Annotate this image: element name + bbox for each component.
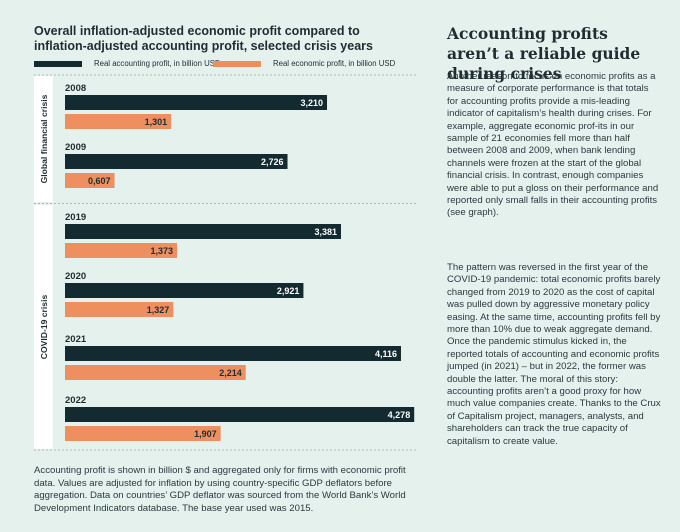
accounting-value-label: 3,381 — [314, 227, 337, 237]
economic-value-label: 1,373 — [151, 246, 174, 256]
legend-item-economic: Real economic profit, in billion USD — [213, 59, 395, 68]
accounting-bar — [65, 224, 341, 239]
economic-value-label: 2,214 — [219, 368, 242, 378]
sidebar-paragraph: The pattern was reversed in the first ye… — [447, 262, 661, 447]
economic-bar — [65, 302, 174, 317]
economic-value-label: 1,327 — [147, 305, 170, 315]
accounting-bar — [65, 407, 415, 422]
accounting-bar — [65, 283, 304, 298]
legend-item-accounting: Real accounting profit, in billion USD — [34, 59, 221, 68]
legend-label-economic: Real economic profit, in billion USD — [273, 59, 396, 68]
group-label: Global financial crisis — [39, 94, 49, 183]
accounting-bar — [65, 346, 401, 361]
category-label: 2020 — [65, 271, 86, 282]
economic-value-label: 1,907 — [194, 429, 217, 439]
economic-bar — [65, 243, 178, 258]
economic-bar — [65, 365, 246, 380]
economic-value-label: 0,607 — [88, 176, 111, 186]
category-label: 2022 — [65, 395, 86, 406]
group-band — [34, 76, 53, 202]
accounting-bar — [65, 95, 328, 110]
category-label: 2008 — [65, 83, 86, 94]
accounting-bar — [65, 154, 288, 169]
economic-bar — [65, 173, 115, 188]
group-band — [34, 205, 53, 449]
legend-swatch-accounting — [34, 60, 82, 67]
legend-swatch-economic — [213, 60, 261, 67]
legend-label-accounting: Real accounting profit, in billion USD — [94, 59, 221, 68]
accounting-value-label: 4,116 — [375, 349, 397, 359]
bar-chart: 2008 3,210 1,301 2009 2,726 0,607 2019 3,381 1,3… — [34, 74, 417, 451]
category-label: 2019 — [65, 212, 86, 223]
economic-bar — [65, 114, 172, 129]
accounting-value-label: 2,726 — [261, 157, 284, 167]
chart-title: Overall inflation-adjusted economic prof… — [34, 24, 373, 53]
footnote: Accounting profit is shown in billion $ … — [34, 465, 406, 514]
economic-value-label: 1,301 — [145, 117, 168, 127]
group-label: COVID-19 crisis — [39, 295, 49, 360]
economic-bar — [65, 426, 221, 441]
sidebar-title: Accounting profits aren’t a reliable gui… — [447, 24, 641, 83]
category-label: 2021 — [65, 334, 87, 345]
sidebar-paragraph: Another reason to focus on economic prof… — [447, 71, 659, 219]
accounting-value-label: 4,278 — [388, 410, 411, 420]
category-label: 2009 — [65, 142, 86, 153]
accounting-value-label: 3,210 — [300, 98, 323, 108]
accounting-value-label: 2,921 — [277, 286, 300, 296]
